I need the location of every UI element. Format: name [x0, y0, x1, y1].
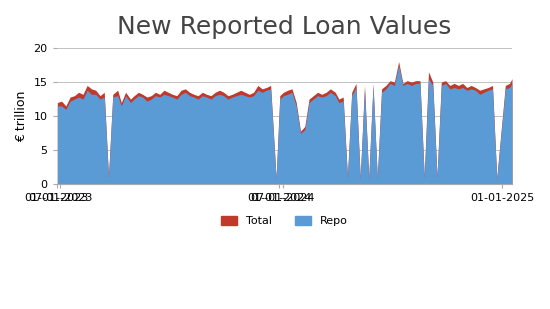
Legend: Total, Repo: Total, Repo: [216, 211, 353, 231]
Y-axis label: € trillion: € trillion: [15, 91, 28, 142]
Title: New Reported Loan Values: New Reported Loan Values: [117, 15, 452, 39]
